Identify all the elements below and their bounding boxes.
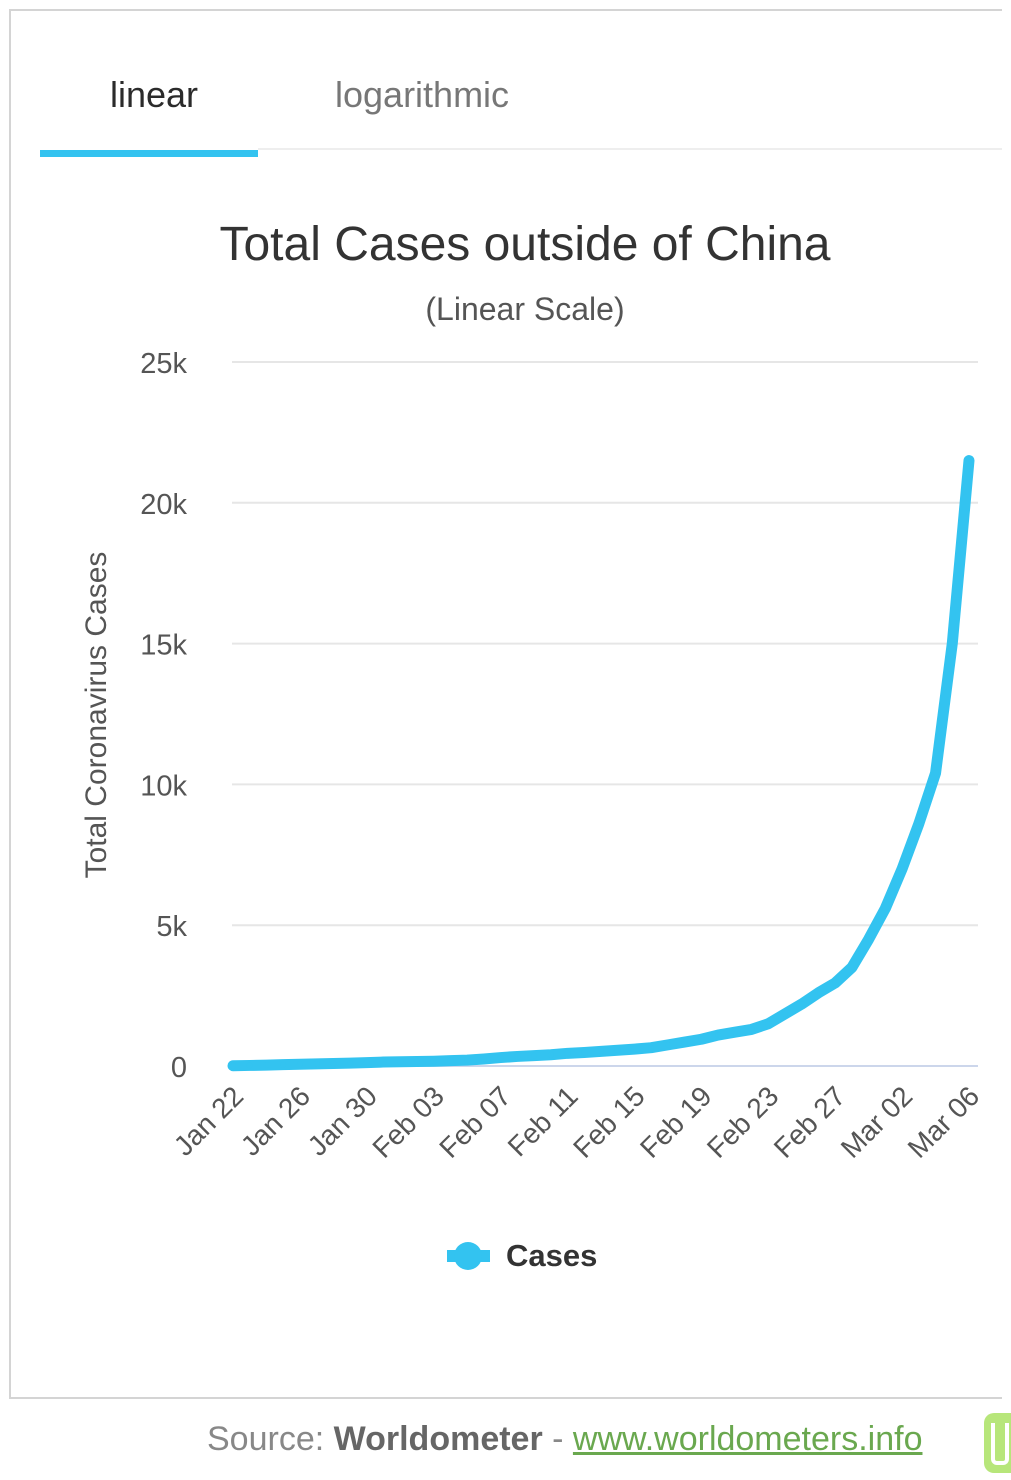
x-tick-label: Feb 27	[768, 1080, 852, 1164]
active-tab-indicator	[40, 150, 258, 157]
series-line-cases[interactable]	[227, 455, 975, 1072]
data-point[interactable]	[313, 1060, 320, 1067]
data-point[interactable]	[497, 1054, 504, 1061]
data-point[interactable]	[614, 1047, 621, 1054]
data-point[interactable]	[397, 1058, 404, 1065]
data-point[interactable]	[347, 1060, 354, 1067]
data-point[interactable]	[480, 1055, 487, 1062]
data-point[interactable]	[848, 964, 855, 971]
data-point[interactable]	[330, 1060, 337, 1067]
y-tick-label: 25k	[140, 348, 187, 380]
data-point[interactable]	[380, 1059, 387, 1066]
x-tick-label: Jan 30	[302, 1080, 383, 1161]
data-point[interactable]	[598, 1048, 604, 1055]
y-tick-label: 0	[171, 1052, 187, 1084]
legend-label: Cases	[506, 1238, 597, 1273]
data-point[interactable]	[263, 1062, 270, 1069]
y-tick-label: 10k	[140, 770, 187, 802]
data-point[interactable]	[296, 1061, 303, 1068]
data-point[interactable]	[631, 1046, 638, 1053]
data-point[interactable]	[715, 1032, 722, 1039]
data-point[interactable]	[865, 936, 872, 943]
data-point[interactable]	[748, 1026, 755, 1033]
tab-logarithmic[interactable]: logarithmic	[335, 74, 510, 115]
data-point[interactable]	[230, 1062, 236, 1069]
data-point[interactable]	[664, 1041, 671, 1048]
x-tick-label: Feb 15	[567, 1080, 651, 1164]
data-point[interactable]	[363, 1059, 370, 1066]
data-point[interactable]	[531, 1052, 538, 1059]
data-point[interactable]	[547, 1051, 554, 1058]
data-point[interactable]	[648, 1044, 655, 1051]
y-tick-label: 20k	[140, 489, 187, 521]
x-tick-label: Mar 02	[835, 1080, 919, 1164]
data-point[interactable]	[932, 770, 939, 777]
source-name: Worldometer	[333, 1420, 543, 1458]
source-credit: Source: Worldometer - www.worldometers.i…	[207, 1420, 922, 1459]
data-point[interactable]	[731, 1029, 738, 1036]
x-tick-label: Feb 07	[433, 1080, 517, 1164]
tab-linear[interactable]: linear	[110, 74, 199, 115]
y-axis-label: Total Coronavirus Cases	[80, 552, 113, 879]
legend-marker	[454, 1242, 482, 1270]
x-tick-label: Feb 11	[502, 1080, 584, 1162]
x-tick-label: Jan 26	[235, 1080, 316, 1161]
data-point[interactable]	[414, 1058, 420, 1065]
y-tick-label: 5k	[156, 911, 187, 943]
data-point[interactable]	[681, 1039, 688, 1046]
source-prefix: Source:	[207, 1420, 334, 1458]
chart-subtitle: (Linear Scale)	[425, 291, 624, 327]
legend[interactable]: Cases	[447, 1238, 597, 1273]
data-point[interactable]	[966, 457, 972, 464]
x-tick-label: Mar 06	[902, 1080, 986, 1164]
data-point[interactable]	[514, 1053, 521, 1060]
tab-divider	[258, 148, 1002, 150]
data-point[interactable]	[464, 1057, 471, 1064]
x-tick-label: Feb 23	[701, 1080, 785, 1164]
data-point[interactable]	[798, 1001, 805, 1008]
data-point[interactable]	[782, 1010, 788, 1017]
data-point[interactable]	[915, 820, 922, 827]
y-tick-label: 15k	[140, 630, 187, 662]
series-layer	[227, 455, 975, 1072]
data-point[interactable]	[246, 1062, 253, 1069]
x-tick-label: Feb 03	[366, 1080, 450, 1164]
x-tick-label: Jan 22	[168, 1080, 249, 1161]
badge-icon	[984, 1413, 1011, 1473]
scale-tabs: linear logarithmic	[40, 70, 1002, 160]
data-point[interactable]	[899, 865, 906, 872]
gridlines	[232, 361, 978, 1067]
data-point[interactable]	[564, 1050, 571, 1057]
data-point[interactable]	[949, 640, 956, 647]
x-tick-label: Feb 19	[634, 1080, 718, 1164]
data-point[interactable]	[698, 1036, 705, 1043]
source-separator: -	[542, 1420, 573, 1458]
y-axis-ticks: 0 5k 10k 15k 20k 25k	[140, 348, 187, 1084]
data-point[interactable]	[815, 989, 822, 996]
data-point[interactable]	[280, 1061, 287, 1068]
chart-title: Total Cases outside of China	[219, 218, 830, 271]
source-link[interactable]: www.worldometers.info	[572, 1420, 923, 1458]
data-point[interactable]	[581, 1049, 588, 1056]
data-point[interactable]	[882, 905, 889, 912]
data-point[interactable]	[765, 1020, 772, 1027]
chart-container	[9, 9, 1002, 1399]
data-point[interactable]	[447, 1057, 454, 1064]
data-point[interactable]	[430, 1058, 437, 1065]
cases-chart: Total Cases outside of China (Linear Sca…	[80, 218, 985, 1273]
data-point[interactable]	[832, 979, 839, 986]
